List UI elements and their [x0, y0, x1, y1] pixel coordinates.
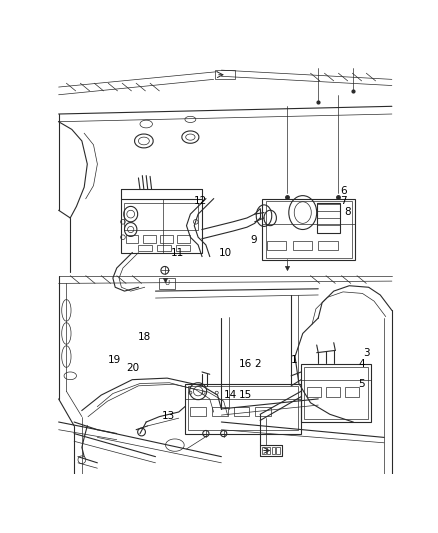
- Bar: [159, 278, 175, 289]
- Bar: [215, 70, 235, 79]
- Text: 1: 1: [291, 356, 298, 366]
- Text: 16: 16: [238, 359, 252, 369]
- Bar: [157, 245, 171, 251]
- Text: 3: 3: [363, 348, 370, 358]
- Bar: [326, 387, 340, 397]
- Bar: [276, 447, 279, 454]
- Text: 18: 18: [138, 332, 151, 342]
- Bar: [176, 245, 190, 251]
- Bar: [262, 199, 356, 260]
- Text: 6: 6: [340, 186, 346, 196]
- Text: 11: 11: [171, 248, 184, 257]
- Bar: [191, 407, 206, 416]
- Bar: [267, 447, 270, 454]
- Text: U: U: [165, 280, 170, 286]
- Bar: [185, 384, 301, 433]
- Bar: [138, 245, 152, 251]
- Bar: [301, 364, 371, 422]
- Bar: [177, 235, 190, 243]
- Bar: [143, 235, 155, 243]
- Bar: [272, 447, 275, 454]
- Bar: [307, 387, 321, 397]
- Bar: [260, 445, 282, 456]
- Text: 20: 20: [126, 363, 139, 373]
- Text: 10: 10: [219, 248, 232, 257]
- Bar: [120, 199, 202, 253]
- Text: 8: 8: [345, 207, 351, 217]
- Bar: [160, 235, 173, 243]
- Bar: [126, 235, 138, 243]
- Bar: [318, 241, 338, 251]
- Text: 13: 13: [162, 411, 175, 421]
- Bar: [345, 387, 359, 397]
- Bar: [304, 367, 368, 419]
- Bar: [234, 407, 249, 416]
- Text: 5: 5: [359, 378, 365, 389]
- Bar: [317, 203, 340, 233]
- Text: 4: 4: [359, 359, 365, 369]
- Bar: [260, 445, 282, 456]
- Bar: [293, 241, 312, 251]
- Bar: [124, 203, 198, 230]
- Text: 14: 14: [224, 390, 237, 400]
- Text: 15: 15: [238, 390, 252, 400]
- Bar: [212, 407, 228, 416]
- Text: 9: 9: [251, 235, 258, 245]
- Bar: [267, 241, 286, 251]
- Text: 12: 12: [194, 196, 208, 206]
- Bar: [188, 386, 298, 431]
- Bar: [265, 201, 352, 258]
- Bar: [262, 447, 265, 454]
- Text: 7: 7: [340, 196, 346, 206]
- Text: 2: 2: [254, 359, 261, 369]
- Text: 19: 19: [107, 356, 121, 366]
- Bar: [255, 407, 271, 416]
